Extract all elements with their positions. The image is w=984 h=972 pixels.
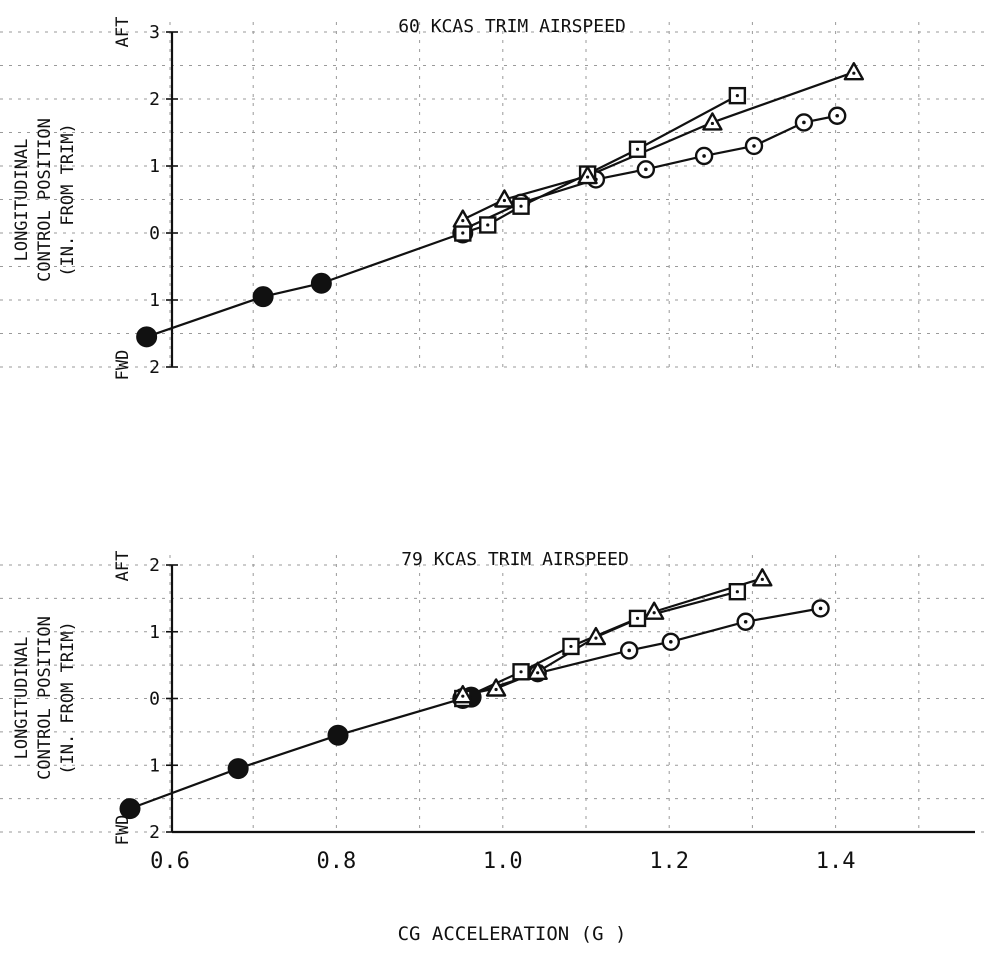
- y-tick-label: 1: [149, 755, 160, 776]
- y-direction-label-aft: AFT: [113, 17, 133, 48]
- data-point-circle: [694, 146, 714, 166]
- data-point-filled-circle: [136, 326, 158, 348]
- x-tick-label: 0.6: [150, 849, 190, 874]
- y-direction-label-fwd: FWD: [113, 815, 133, 846]
- y-tick-label: 1: [149, 290, 160, 311]
- data-point-filled-circle: [252, 286, 274, 308]
- y-tick-label: 2: [149, 357, 160, 378]
- data-point-square: [728, 86, 747, 105]
- data-point-triangle: [527, 661, 548, 680]
- data-point-circle: [736, 612, 755, 631]
- y-axis-label-line-3: (IN. FROM TRIM): [58, 621, 78, 775]
- data-point-triangle: [452, 209, 473, 228]
- data-point-square: [628, 140, 647, 158]
- data-point-square: [512, 663, 530, 681]
- data-point-circle: [828, 106, 847, 125]
- x-tick-label: 1.0: [483, 849, 523, 874]
- data-point-triangle: [643, 601, 665, 620]
- y-direction-label-aft: AFT: [113, 551, 133, 582]
- y-axis-label-line-2: CONTROL POSITION: [35, 118, 55, 282]
- y-tick-label: 2: [149, 822, 160, 843]
- data-point-circle: [636, 160, 656, 179]
- y-tick-label: 0: [149, 223, 160, 244]
- data-point-circle: [744, 136, 764, 156]
- data-point-square: [454, 224, 472, 242]
- data-point-triangle: [752, 568, 773, 587]
- data-point-triangle: [702, 112, 723, 131]
- y-axis-label-line-3: (IN. FROM TRIM): [58, 123, 78, 277]
- data-point-circle: [794, 113, 814, 132]
- data-point-square: [562, 637, 580, 656]
- data-point-circle: [811, 599, 830, 618]
- data-point-circle: [620, 641, 639, 660]
- data-point-filled-circle: [327, 724, 349, 746]
- x-axis-label: CG ACCELERATION (G ): [398, 923, 627, 945]
- data-point-circle: [661, 632, 680, 651]
- data-point-triangle: [494, 189, 515, 208]
- data-point-square: [479, 216, 497, 234]
- chart-60-kcas: 60 KCAS TRIM AIRSPEED LONGITUDINAL CONTR…: [0, 16, 984, 380]
- data-point-triangle: [843, 62, 865, 81]
- y-direction-label-fwd: FWD: [113, 350, 133, 381]
- y-tick-label: 2: [149, 555, 160, 576]
- y-tick-label: 3: [149, 22, 160, 43]
- data-point-square: [728, 583, 747, 601]
- data-point-filled-circle: [310, 272, 332, 294]
- data-point-filled-circle: [119, 798, 141, 820]
- series-line-filled-circle: [146, 231, 464, 338]
- y-tick-label: 1: [149, 622, 160, 643]
- y-axis-label-line-2: CONTROL POSITION: [35, 616, 55, 780]
- x-tick-label: 0.8: [317, 849, 357, 874]
- x-tick-label: 1.6: [982, 849, 984, 874]
- chart-79-kcas: 79 KCAS TRIM AIRSPEED LONGITUDINAL CONTR…: [0, 549, 984, 845]
- x-tick-labels: 0.6 0.8 1.0 1.2 1.4 1.6: [150, 849, 984, 874]
- data-point-triangle: [577, 165, 598, 185]
- data-point-triangle: [585, 626, 607, 646]
- y-tick-label: 0: [149, 689, 160, 710]
- y-tick-label: 2: [149, 89, 160, 110]
- data-point-square: [628, 609, 647, 628]
- chart-title: 79 KCAS TRIM AIRSPEED: [401, 549, 629, 570]
- data-point-triangle: [452, 684, 473, 704]
- y-axis-label-line-1: LONGITUDINAL: [12, 139, 32, 262]
- y-tick-label: 1: [149, 156, 160, 177]
- data-point-square: [512, 197, 530, 215]
- data-point-triangle: [485, 678, 507, 697]
- x-tick-label: 1.4: [816, 849, 856, 874]
- chart-title: 60 KCAS TRIM AIRSPEED: [398, 16, 626, 37]
- data-point-filled-circle: [227, 758, 249, 780]
- x-tick-label: 1.2: [649, 849, 689, 874]
- y-axis-label-line-1: LONGITUDINAL: [12, 637, 32, 760]
